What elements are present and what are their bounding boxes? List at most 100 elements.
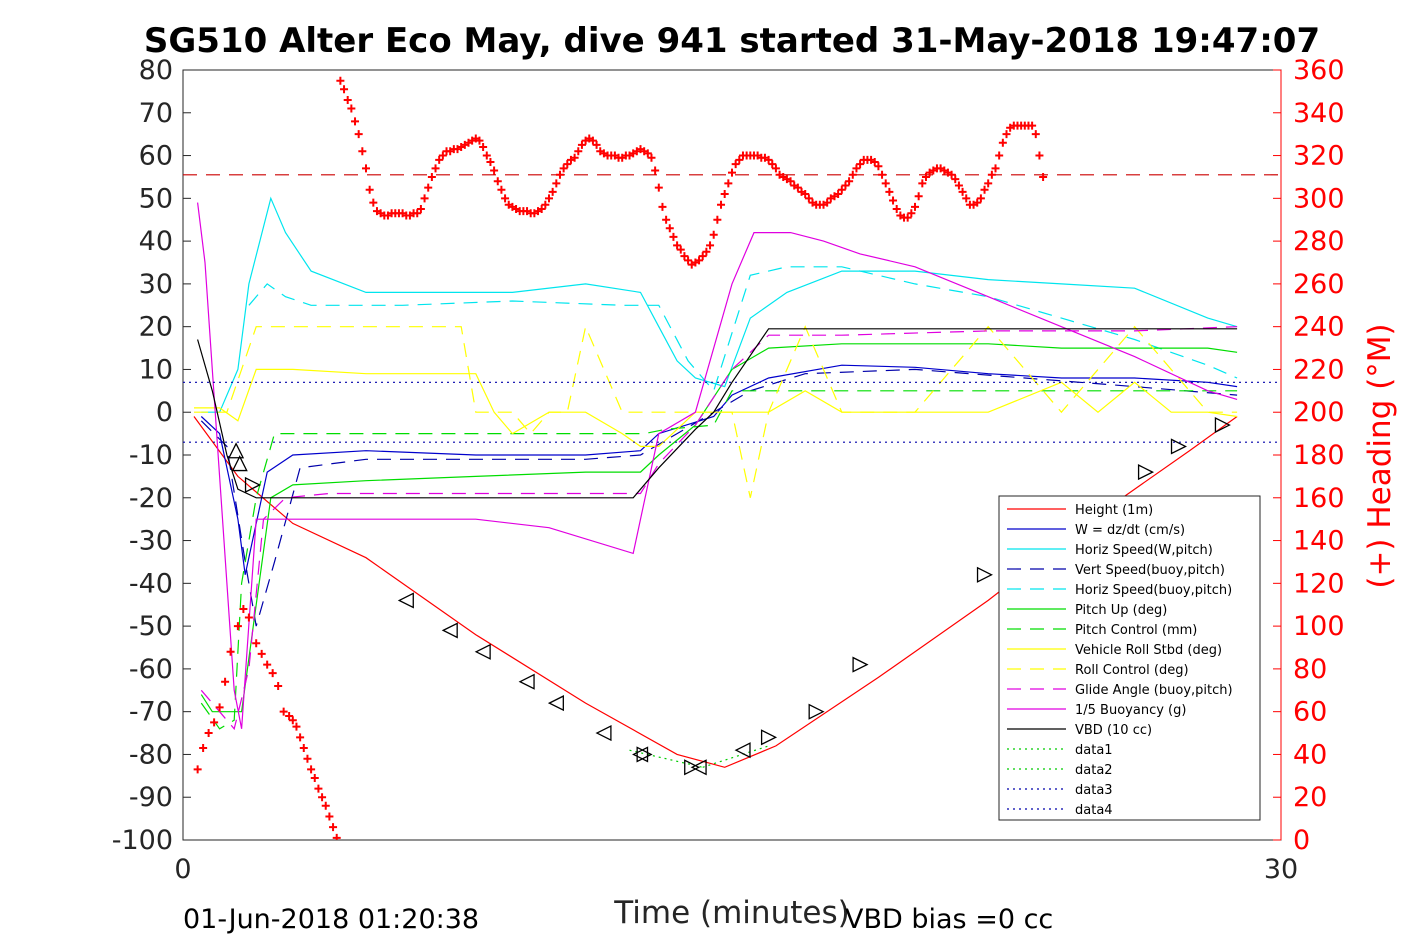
heading-point bbox=[651, 166, 660, 175]
heading-point bbox=[724, 179, 733, 188]
heading-point bbox=[541, 200, 550, 209]
heading-point bbox=[362, 164, 370, 173]
heading-point bbox=[856, 160, 865, 169]
heading-point bbox=[852, 164, 861, 173]
marker-triangle bbox=[690, 759, 707, 776]
heading-point bbox=[951, 175, 960, 184]
legend-entry: Pitch Control (mm) bbox=[1075, 623, 1197, 638]
heading-point bbox=[427, 172, 436, 181]
marker-triangle bbox=[1170, 438, 1187, 455]
marker-triangle bbox=[518, 673, 535, 690]
series-horiz-speed-w-pitch bbox=[201, 196, 1238, 413]
marker-triangle bbox=[397, 592, 414, 609]
heading-point bbox=[257, 649, 266, 658]
marker-triangle bbox=[244, 476, 261, 493]
heading-point bbox=[307, 765, 316, 774]
series-data1 bbox=[629, 749, 703, 768]
heading-point bbox=[239, 605, 248, 613]
legend-entry: Glide Angle (buoy,pitch) bbox=[1075, 683, 1233, 698]
heading-point bbox=[848, 170, 857, 179]
heading-point bbox=[570, 153, 579, 162]
heading-point bbox=[695, 256, 704, 265]
heading-point bbox=[296, 733, 305, 742]
heading-point bbox=[226, 647, 235, 656]
marker-triangle bbox=[808, 703, 825, 720]
heading-point bbox=[479, 143, 488, 151]
y-right-tick-label: 180 bbox=[1293, 440, 1345, 471]
heading-point bbox=[804, 194, 813, 203]
heading-point bbox=[998, 138, 1007, 147]
heading-point bbox=[713, 215, 722, 224]
heading-point bbox=[662, 215, 671, 224]
heading-point bbox=[837, 185, 846, 194]
y-tick-label: 30 bbox=[139, 269, 173, 300]
heading-point bbox=[279, 707, 288, 716]
heading-point bbox=[482, 151, 491, 160]
heading-point bbox=[984, 179, 993, 188]
y-tick-label: 40 bbox=[139, 226, 173, 257]
marker-triangle bbox=[231, 455, 248, 472]
heading-point bbox=[764, 155, 773, 164]
heading-point bbox=[786, 177, 795, 186]
legend-entry: VBD (10 cc) bbox=[1075, 723, 1152, 738]
heading-point bbox=[980, 185, 989, 194]
y-right-tick-label: 160 bbox=[1293, 483, 1345, 514]
y-tick-label: -70 bbox=[129, 697, 173, 728]
heading-point bbox=[329, 823, 338, 832]
chart-title: SG510 Alter Eco May, dive 941 started 31… bbox=[144, 21, 1320, 61]
heading-point bbox=[299, 744, 308, 753]
legend-entry: Pitch Up (deg) bbox=[1075, 603, 1167, 618]
heading-point bbox=[343, 95, 352, 104]
series-pitch-up-deg bbox=[200, 343, 1238, 713]
heading-point bbox=[347, 104, 356, 113]
marker-triangle bbox=[976, 566, 993, 583]
heading-point bbox=[1028, 121, 1037, 130]
y-tick-label: 60 bbox=[139, 141, 173, 172]
marker-triangle bbox=[474, 643, 491, 660]
heading-point bbox=[431, 164, 440, 173]
heading-point bbox=[801, 190, 810, 199]
y-right-tick-label: 80 bbox=[1293, 654, 1327, 685]
heading-point bbox=[303, 754, 312, 763]
heading-point bbox=[973, 198, 982, 207]
legend-entry: W = dz/dt (cm/s) bbox=[1075, 523, 1185, 538]
heading-point bbox=[351, 117, 360, 126]
heading-point bbox=[870, 157, 879, 166]
heading-point bbox=[962, 194, 971, 203]
heading-point bbox=[552, 179, 561, 188]
y-right-tick-label: 340 bbox=[1293, 98, 1345, 129]
heading-point bbox=[438, 151, 447, 160]
marker-triangle bbox=[636, 746, 653, 763]
heading-point bbox=[771, 164, 780, 173]
legend-entry: Horiz Speed(W,pitch) bbox=[1075, 543, 1213, 558]
heading-point bbox=[369, 198, 378, 207]
heading-point bbox=[321, 801, 330, 810]
legend-entry: data1 bbox=[1075, 743, 1113, 758]
heading-point bbox=[903, 213, 912, 222]
y-right-tick-label: 140 bbox=[1293, 526, 1345, 557]
series-pitch-control-mm bbox=[200, 390, 1238, 730]
legend-entry: 1/5 Buoyancy (g) bbox=[1075, 703, 1186, 718]
heading-point bbox=[793, 183, 802, 192]
y-tick-label: 80 bbox=[139, 55, 173, 86]
heading-point bbox=[252, 639, 261, 648]
y-right-tick-label: 100 bbox=[1293, 611, 1345, 642]
heading-point bbox=[497, 185, 506, 194]
heading-point bbox=[244, 613, 253, 622]
y-right-tick-label: 280 bbox=[1293, 226, 1345, 257]
y-right-tick-label: 320 bbox=[1293, 141, 1345, 172]
y-tick-label: -30 bbox=[129, 526, 173, 557]
series-horiz-speed-buoy-pitch bbox=[248, 266, 1238, 393]
y-tick-label: 70 bbox=[139, 98, 173, 129]
heading-point bbox=[706, 241, 715, 250]
heading-point bbox=[702, 247, 711, 256]
marker-triangle bbox=[632, 746, 649, 763]
y-right-tick-label: 260 bbox=[1293, 269, 1345, 300]
heading-point bbox=[885, 187, 894, 196]
heading-point bbox=[921, 172, 930, 181]
marker-triangle bbox=[852, 656, 869, 673]
footer-vbd-bias: VBD bias =0 cc bbox=[845, 904, 1053, 935]
heading-point bbox=[976, 194, 985, 203]
heading-point bbox=[643, 149, 652, 158]
